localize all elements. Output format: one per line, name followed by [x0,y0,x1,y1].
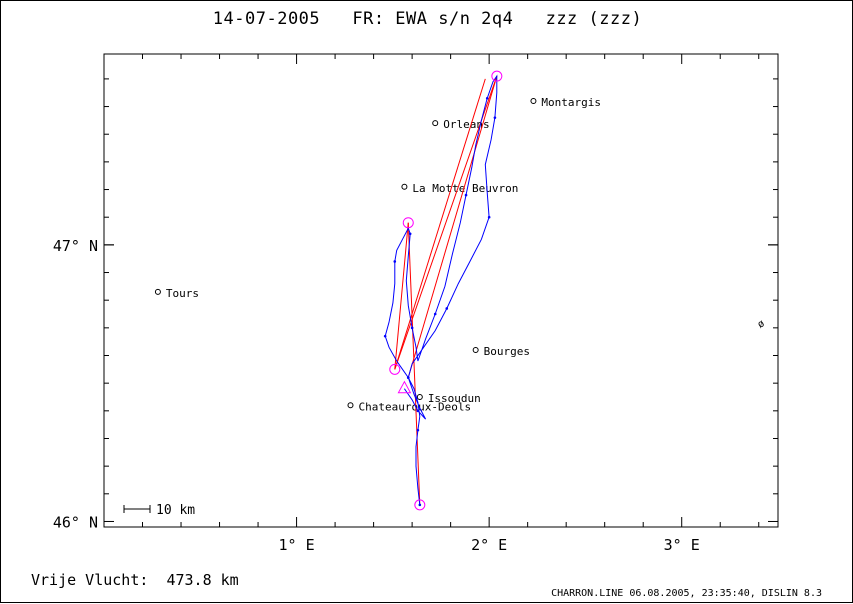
x-tick-label: 1° E [279,536,315,554]
town-label: La Motte Beuvron [412,182,518,195]
turnpoint-marker [402,217,414,229]
town-label: Orleans [443,118,489,131]
finish-triangle [397,380,412,394]
turnpoint-marker [491,70,503,82]
track-line [384,74,498,505]
turnpoint-markers [389,70,503,511]
town-markers: Montargis Orleans La Motte Beuvron Tours Bou… [154,96,601,413]
track-point [445,307,449,310]
flight-track [383,74,498,507]
town-marker [432,120,439,127]
track-point [416,409,420,413]
turnpoint-marker [414,499,426,511]
town-marker [416,393,423,400]
x-tick-label: 3° E [664,536,700,554]
track-point [410,326,414,330]
distance-summary: Vrije Vlucht: 473.8 km [31,571,239,589]
x-tick-label: 2° E [471,536,507,554]
track-point [393,260,397,263]
track-point [485,96,489,100]
y-tick-label: 47° N [53,237,98,255]
town-label: Issoudun [428,392,481,405]
track-point [406,376,410,379]
task-lines [394,75,498,505]
map-frame [103,53,779,528]
track-point [433,312,437,316]
town-marker [347,402,354,409]
track-point [487,215,491,219]
town-label: Bourges [484,345,530,358]
stray-glyph: ø [756,318,767,331]
town-marker [401,183,408,190]
track-point [416,428,420,432]
track-point [493,116,497,119]
town-marker [154,288,161,295]
scale-bar: 10 km [123,503,195,518]
task-leg [407,222,421,505]
flight-title: 14-07-2005 FR: EWA s/n 2q4 zzz (zzz) [212,9,643,29]
turnpoint-marker [389,363,401,375]
task-leg [407,75,498,378]
program-stamp: CHARRON.LINE 06.08.2005, 23:35:40, DISLI… [551,588,822,599]
track-point [418,503,422,507]
task-leg [394,78,486,370]
town-marker [530,98,537,105]
track-point [408,232,412,236]
task-leg [394,222,409,370]
track-point [383,334,387,338]
town-label: Tours [166,287,199,300]
y-tick-label: 46° N [53,513,98,531]
axis-ticks [104,54,778,527]
town-label: Montargis [541,96,601,109]
town-marker [472,346,479,353]
town-label: Chateauroux-Deols [358,400,471,413]
scale-bar-label: 10 km [156,503,195,518]
track-point [464,193,468,197]
axis-labels: 1° E 2° E 3° E 47° N 46° N [53,237,700,554]
